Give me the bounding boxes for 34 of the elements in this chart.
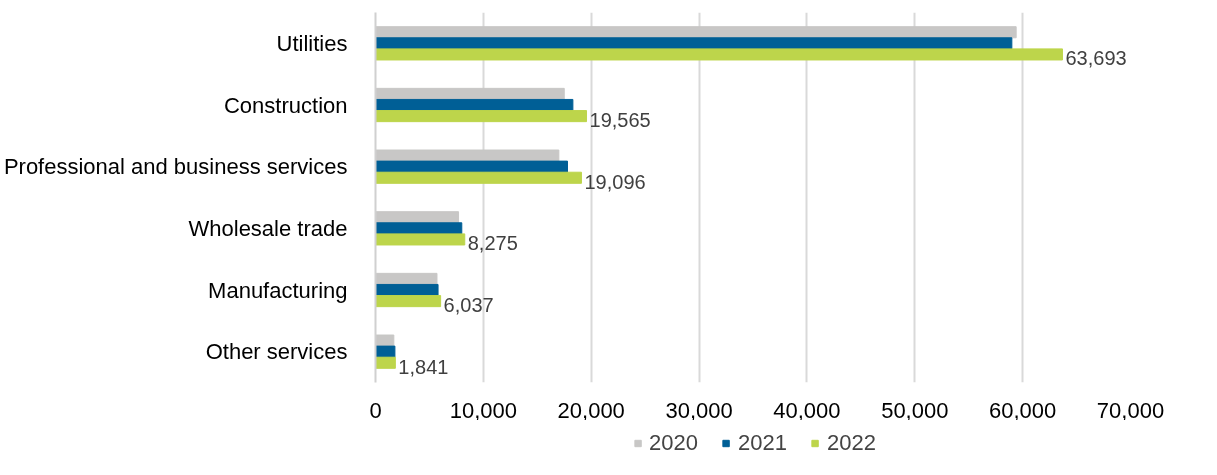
bar (375, 283, 439, 297)
legend-label: 2021 (738, 429, 787, 456)
x-tick-label: 60,000 (989, 397, 1057, 423)
bar (375, 37, 1013, 50)
x-tick-label: 0 (369, 397, 382, 423)
bar (375, 295, 442, 308)
x-tick-label: 50,000 (881, 397, 949, 423)
data-label: 6,037 (443, 294, 494, 317)
data-label: 19,565 (589, 109, 651, 132)
bar (375, 356, 396, 369)
bar (375, 171, 582, 184)
y-tick-label: Manufacturing (208, 277, 348, 303)
x-tick-label: 20,000 (557, 397, 625, 423)
legend-label: 2020 (649, 429, 699, 456)
y-tick-label: Wholesale trade (188, 215, 348, 241)
legend-label: 2022 (826, 429, 876, 456)
bar (375, 345, 396, 358)
bar (375, 98, 574, 112)
bar (375, 233, 466, 246)
data-label: 63,693 (1065, 47, 1127, 70)
y-tick-label: Professional and business services (3, 154, 348, 180)
bar (375, 48, 1063, 61)
x-tick-label: 30,000 (665, 397, 733, 423)
y-tick-label: Utilities (276, 30, 348, 56)
data-label: 1,841 (398, 355, 449, 378)
y-tick-label: Other services (205, 339, 348, 365)
x-tick-label: 40,000 (773, 397, 841, 423)
x-tick-label: 70,000 (1096, 397, 1165, 423)
data-label: 8,275 (467, 232, 518, 255)
x-tick-label: 10,000 (449, 397, 518, 423)
bar (375, 160, 568, 173)
data-label: 19,096 (584, 170, 646, 193)
y-tick-label: Construction (224, 92, 348, 118)
bar (375, 110, 588, 123)
